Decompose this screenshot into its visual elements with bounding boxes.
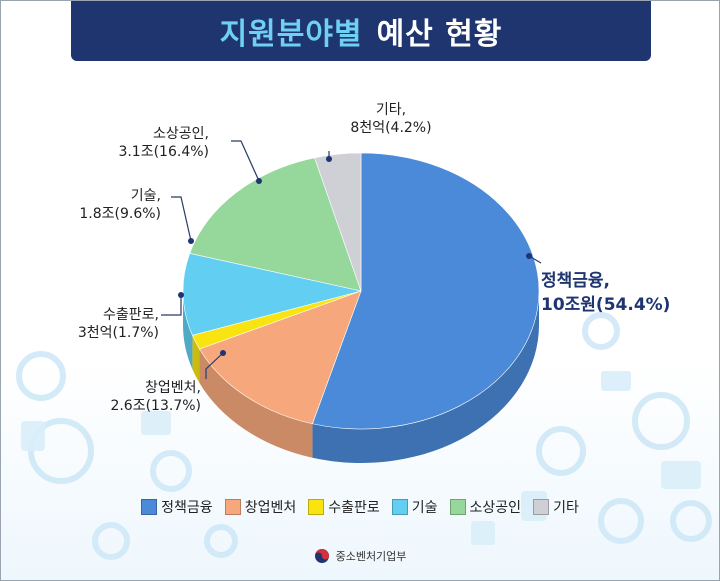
legend-swatch [449, 499, 466, 515]
leader-line [231, 140, 260, 182]
legend-item: 수출판로 [308, 497, 380, 517]
title-main: 지원분야별 [219, 17, 363, 52]
leader-dot [256, 178, 262, 184]
source-footer: 중소벤처기업부 [1, 548, 719, 564]
leader-dot [188, 238, 194, 244]
label-policy-finance-line2: 10조원(54.4%) [541, 295, 671, 315]
label-export: 수출판로, 3천억(1.7%) [31, 306, 159, 342]
legend-item: 기타 [533, 497, 579, 517]
legend-label: 기타 [553, 500, 579, 516]
title-banner: 지원분야별 예산 현황 [71, 1, 651, 61]
label-small-business-line2: 3.1조(16.4%) [118, 144, 209, 160]
leader-line [171, 196, 192, 242]
legend-swatch [533, 499, 550, 515]
legend-label: 창업벤처 [244, 500, 297, 516]
label-startup-venture: 창업벤처, 2.6조(13.7%) [51, 379, 201, 415]
pie-slice-소상공인 [189, 157, 362, 292]
legend-label: 기술 [411, 500, 438, 516]
pie-slice-기타 [314, 152, 362, 292]
pie-side-정책금융 [312, 291, 539, 463]
legend-swatch [141, 499, 158, 515]
legend-item: 창업벤처 [224, 497, 297, 517]
leader-dot [526, 253, 532, 259]
leader-line [205, 352, 224, 379]
label-small-business: 소상공인, 3.1조(16.4%) [61, 125, 209, 161]
legend-item: 기술 [391, 497, 438, 517]
legend-label: 정책금융 [161, 500, 213, 516]
legend-label: 수출판로 [328, 500, 380, 516]
legend-item: 정책금융 [141, 497, 213, 517]
label-startup-venture-line1: 창업벤처, [145, 380, 201, 396]
pie-side-기술 [183, 291, 193, 370]
label-startup-venture-line2: 2.6조(13.7%) [110, 398, 201, 414]
legend-item: 소상공인 [449, 497, 522, 517]
legend-swatch [224, 499, 241, 515]
label-export-line2: 3천억(1.7%) [77, 325, 159, 341]
leader-lines [161, 140, 542, 379]
pie-side-창업벤처 [199, 348, 313, 458]
leader-dot [326, 156, 332, 162]
legend-swatch [308, 499, 325, 515]
label-policy-finance: 정책금융, 10조원(54.4%) [541, 269, 670, 317]
label-other-line1: 기타, [375, 102, 407, 118]
pie-slices [182, 152, 540, 430]
pie-side-수출판로 [192, 335, 200, 383]
taegeuk-emblem-icon [314, 549, 329, 563]
label-technology: 기술, 1.8조(9.6%) [41, 187, 161, 223]
title-sub: 예산 현황 [376, 17, 503, 52]
label-policy-finance-line1: 정책금융, [541, 271, 611, 291]
legend: 정책금융 창업벤처 수출판로 기술 소상공인 기타 [1, 497, 719, 517]
label-other-line2: 8천억(4.2%) [350, 120, 432, 136]
legend-swatch [391, 499, 408, 515]
label-other: 기타, 8천억(4.2%) [341, 101, 441, 137]
pie-side-walls [183, 291, 539, 463]
leader-dot [220, 350, 226, 356]
label-technology-line2: 1.8조(9.6%) [79, 206, 161, 222]
pie-slice-정책금융 [312, 152, 540, 430]
legend-label: 소상공인 [469, 500, 522, 516]
leader-dot [178, 292, 184, 298]
source-text: 중소벤처기업부 [335, 550, 407, 563]
label-export-line1: 수출판로, [103, 307, 159, 323]
pie-slice-창업벤처 [199, 290, 362, 425]
label-technology-line1: 기술, [130, 188, 161, 204]
leader-line [161, 295, 182, 316]
label-small-business-line1: 소상공인, [153, 126, 209, 142]
